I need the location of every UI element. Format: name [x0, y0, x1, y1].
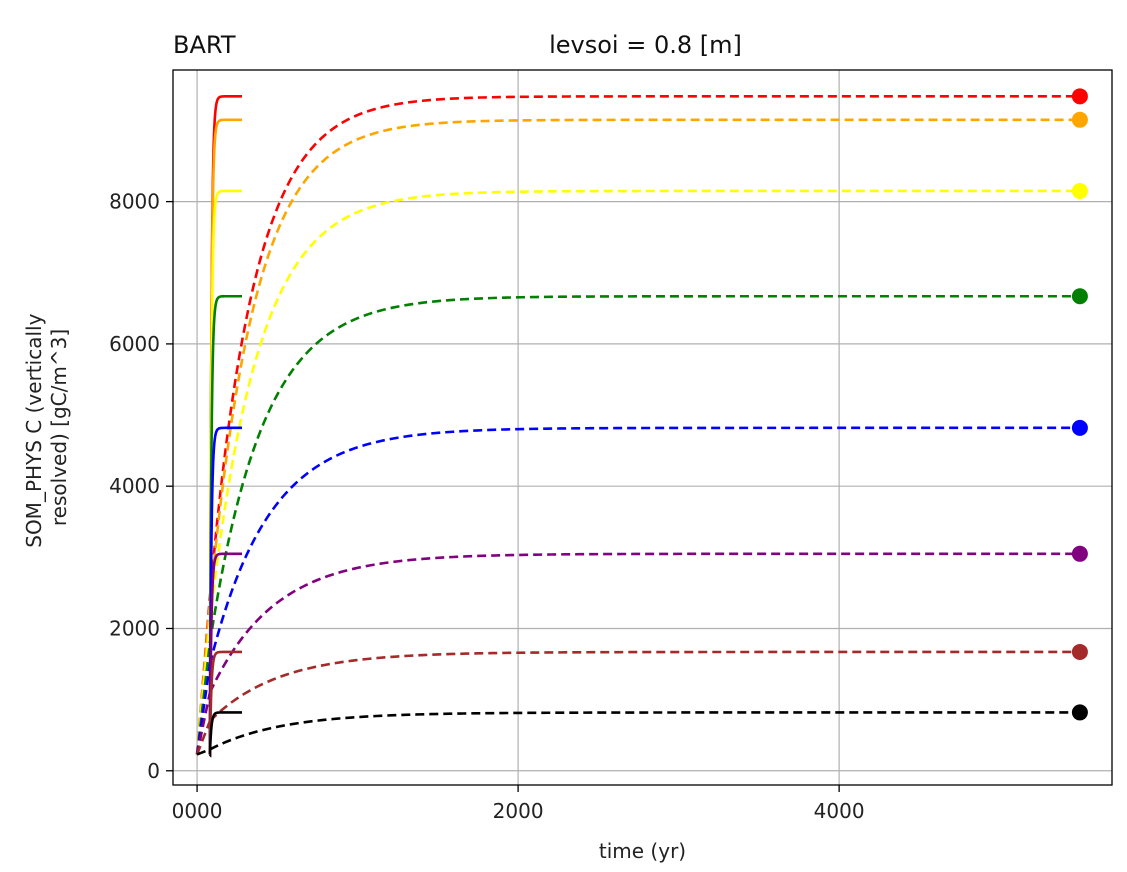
fast-run-solid-line	[208, 294, 243, 758]
series-layer	[195, 88, 1088, 758]
long-run-dashed-line	[209, 711, 1080, 751]
equilibrium-point	[1071, 182, 1088, 199]
equilibrium-point	[1071, 111, 1088, 128]
fast-run-solid-line	[208, 95, 243, 758]
fast-run-solid-line	[208, 711, 243, 758]
fast-run-solid-line	[208, 426, 243, 758]
series-group	[195, 88, 1088, 758]
plot-frame	[172, 69, 1113, 786]
series-group	[195, 288, 1088, 758]
series-group	[195, 182, 1088, 758]
series-group	[196, 704, 1088, 758]
y-tick-label: 2000	[109, 616, 160, 640]
fast-run-solid-line	[208, 552, 243, 758]
grid-lines	[173, 70, 1112, 785]
y-tick-label: 8000	[109, 190, 160, 214]
long-run-dashed-line	[208, 294, 1080, 643]
spinup-ramp-line	[195, 692, 212, 755]
x-tick-label: 0000	[172, 799, 223, 823]
fast-run-solid-line	[208, 189, 243, 758]
y-axis-label: SOM_PHYS C (vertically resolved) [gC/m^3…	[22, 307, 71, 548]
fast-run-solid-line	[208, 650, 243, 758]
x-axis-label: time (yr)	[599, 839, 686, 863]
long-run-dashed-line	[208, 189, 1080, 622]
chart-title-center: levsoi = 0.8 [m]	[549, 31, 742, 59]
equilibrium-point	[1071, 643, 1088, 660]
y-axis-label-line-1: SOM_PHYS C (vertically	[22, 313, 46, 547]
x-tick-label: 4000	[814, 799, 865, 823]
equilibrium-point	[1071, 88, 1088, 105]
series-group	[195, 545, 1088, 758]
equilibrium-point	[1071, 545, 1088, 562]
axes: 0000 2000 4000 0 2000 4000 6000 8000	[109, 190, 864, 823]
y-axis-label-line-2: resolved) [gC/m^3]	[47, 329, 71, 526]
x-tick-label: 2000	[493, 799, 544, 823]
long-run-dashed-line	[208, 552, 1080, 694]
series-group	[195, 111, 1088, 758]
y-tick-label: 0	[147, 759, 160, 783]
chart-title-left: BART	[173, 31, 236, 59]
y-tick-label: 4000	[109, 474, 160, 498]
y-tick-label: 6000	[109, 332, 160, 356]
long-run-dashed-line	[208, 118, 1080, 604]
spinup-ramp-line	[195, 720, 212, 755]
equilibrium-point	[1071, 704, 1088, 721]
series-group	[195, 419, 1088, 758]
long-run-dashed-line	[209, 650, 1080, 722]
fast-run-solid-line	[208, 118, 243, 758]
long-run-dashed-line	[208, 426, 1080, 665]
equilibrium-point	[1071, 419, 1088, 436]
equilibrium-point	[1071, 288, 1088, 305]
series-group	[195, 643, 1088, 758]
long-run-dashed-line	[208, 95, 1080, 597]
spinup-ramp-line	[196, 748, 211, 756]
